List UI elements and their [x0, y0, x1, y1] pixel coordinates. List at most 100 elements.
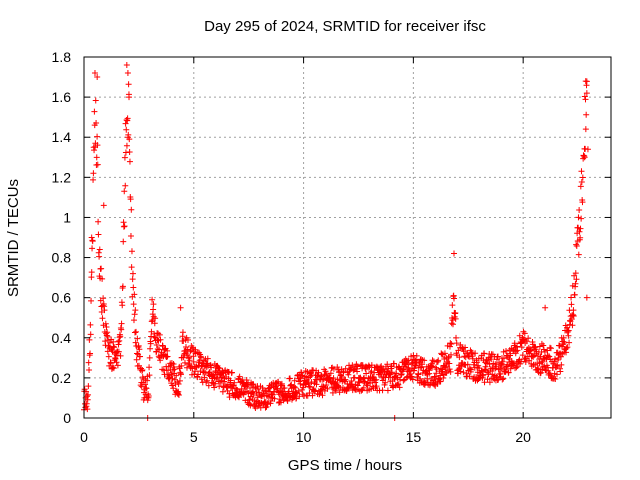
data-point	[433, 366, 440, 373]
data-point	[553, 364, 560, 371]
data-point	[148, 318, 155, 325]
data-point	[279, 388, 286, 395]
data-point	[126, 94, 133, 101]
data-point	[226, 394, 233, 401]
data-point	[229, 382, 236, 389]
data-point	[250, 388, 257, 395]
data-point	[84, 406, 91, 413]
data-point	[125, 131, 132, 138]
data-point	[306, 389, 313, 396]
data-point	[181, 359, 188, 366]
data-point	[109, 364, 116, 371]
data-point	[246, 396, 253, 403]
data-point	[104, 333, 111, 340]
data-point	[91, 70, 98, 77]
data-point	[87, 350, 94, 357]
data-point	[568, 294, 575, 301]
data-point	[377, 370, 384, 377]
data-point	[235, 394, 242, 401]
data-point	[94, 142, 101, 149]
data-point	[323, 382, 330, 389]
data-point	[101, 307, 108, 314]
data-point	[130, 284, 137, 291]
data-point	[218, 377, 225, 384]
data-point	[108, 346, 115, 353]
data-point	[507, 350, 514, 357]
data-point	[440, 375, 447, 382]
data-point	[578, 168, 585, 175]
data-point	[96, 246, 103, 253]
data-point	[91, 108, 98, 115]
data-point	[526, 357, 533, 364]
data-point	[448, 320, 455, 327]
data-point	[452, 309, 459, 316]
data-point	[518, 358, 525, 365]
data-point	[413, 352, 420, 359]
data-point	[105, 353, 112, 360]
data-point	[342, 376, 349, 383]
data-point	[426, 367, 433, 374]
data-point	[519, 352, 526, 359]
data-point	[137, 353, 144, 360]
data-point	[553, 371, 560, 378]
data-point	[299, 372, 306, 379]
data-point	[416, 360, 423, 367]
data-point	[577, 225, 584, 232]
data-point	[573, 241, 580, 248]
data-point	[579, 199, 586, 206]
y-tick-label: 0	[63, 410, 71, 426]
data-point	[514, 347, 521, 354]
data-point	[572, 280, 579, 287]
data-point	[570, 307, 577, 314]
x-axis-label: GPS time / hours	[288, 457, 402, 474]
data-point	[190, 358, 197, 365]
data-point	[126, 136, 133, 143]
data-point	[527, 347, 534, 354]
data-point	[164, 353, 171, 360]
data-point	[500, 375, 507, 382]
data-point	[117, 333, 124, 340]
data-point	[151, 334, 158, 341]
data-point	[505, 369, 512, 376]
data-point	[582, 126, 589, 133]
data-point	[579, 174, 586, 181]
data-point	[88, 234, 95, 241]
data-point	[128, 206, 135, 213]
data-point	[186, 357, 193, 364]
data-point	[168, 371, 175, 378]
data-point	[90, 176, 97, 183]
data-point	[113, 349, 120, 356]
data-point	[88, 274, 95, 281]
data-point	[93, 154, 100, 161]
data-point	[466, 373, 473, 380]
data-point	[126, 149, 133, 156]
data-point	[412, 357, 419, 364]
data-point	[388, 369, 395, 376]
data-point	[95, 218, 102, 225]
data-point	[247, 384, 254, 391]
data-point	[437, 378, 444, 385]
data-point	[447, 351, 454, 358]
data-point	[264, 399, 271, 406]
y-axis-label: SRMTID / TECUs	[5, 179, 22, 297]
data-point	[409, 376, 416, 383]
data-point	[403, 374, 410, 381]
data-point	[418, 356, 425, 363]
data-point	[153, 342, 160, 349]
data-point	[88, 297, 95, 304]
data-point	[132, 339, 139, 346]
data-point	[85, 383, 92, 390]
data-point	[382, 379, 389, 386]
data-point	[225, 368, 232, 375]
data-point	[131, 291, 138, 298]
data-point	[483, 360, 490, 367]
data-point	[449, 302, 456, 309]
data-point	[267, 398, 274, 405]
data-point	[513, 348, 520, 355]
data-point	[464, 361, 471, 368]
data-point	[486, 379, 493, 386]
data-point	[145, 393, 152, 400]
data-point	[345, 371, 352, 378]
data-point	[247, 402, 254, 409]
data-point	[192, 368, 199, 375]
